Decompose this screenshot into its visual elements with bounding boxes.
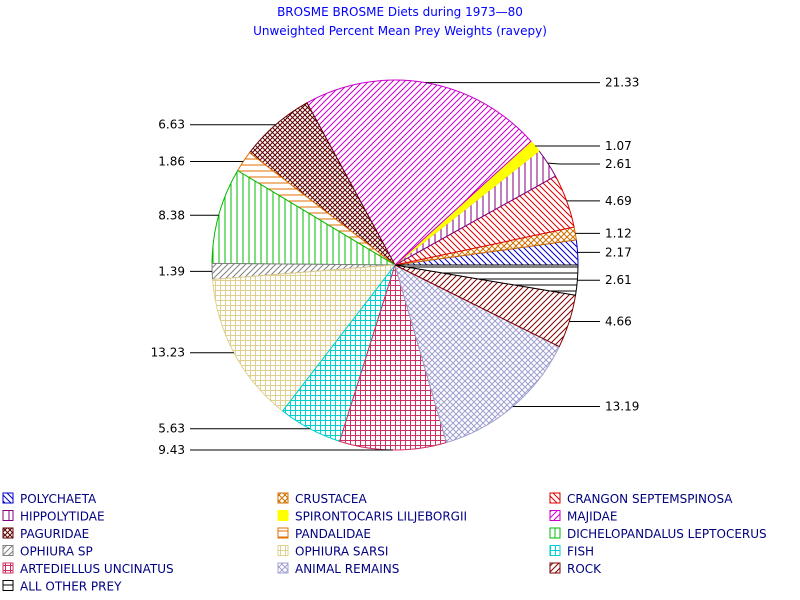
value-label-spirontocaris-liljeborgii: 1.07 <box>605 139 632 153</box>
legend-label-hippolytidae: HIPPOLYTIDAE <box>20 510 105 524</box>
legend-swatch-ophiura-sarsi <box>277 545 289 556</box>
legend-item-ophiura-sarsi: OPHIURA SARSI <box>277 545 388 559</box>
pie-slices <box>211 79 579 451</box>
legend-label-rock: ROCK <box>567 562 602 576</box>
legend-swatch-animal-remains <box>277 562 289 574</box>
legend-item-polychaeta: POLYCHAETA <box>2 492 97 506</box>
legend-label-pandalidae: PANDALIDAE <box>295 527 371 541</box>
value-label-paguridae: 6.63 <box>158 118 185 132</box>
legend-swatch-pandalidae <box>277 527 289 539</box>
legend-label-polychaeta: POLYCHAETA <box>20 492 97 506</box>
legend-item-spirontocaris-liljeborgii: SPIRONTOCARIS LILJEBORGII <box>277 510 467 524</box>
value-label-hippolytidae: 2.61 <box>605 157 632 171</box>
legend-label-crangon-septemspinosa: CRANGON SEPTEMSPINOSA <box>567 492 733 506</box>
value-label-dichelopandalus-leptocerus: 8.38 <box>158 208 185 222</box>
legend-label-crustacea: CRUSTACEA <box>295 492 367 506</box>
legend-label-dichelopandalus-leptocerus: DICHELOPANDALUS LEPTOCERUS <box>567 527 767 541</box>
legend-label-ophiura-sp: OPHIURA SP <box>20 545 93 559</box>
legend-item-animal-remains: ANIMAL REMAINS <box>277 562 399 576</box>
chart-title: BROSME BROSME Diets during 1973—80 <box>277 5 523 19</box>
legend-item-hippolytidae: HIPPOLYTIDAE <box>2 510 105 524</box>
legend: POLYCHAETA CRUSTACEA CRANGON SEPTEMSPINOSA… <box>2 492 767 594</box>
callout-line-hippolytidae <box>547 162 600 165</box>
legend-swatch-majidae <box>549 510 561 521</box>
legend-swatch-artediellus-uncinatus <box>2 562 14 574</box>
legend-item-pandalidae: PANDALIDAE <box>277 527 371 541</box>
legend-item-majidae: MAJIDAE <box>549 510 617 524</box>
pie-slice-dichelopandalus-leptocerus <box>211 169 397 266</box>
legend-item-rock: ROCK <box>549 562 602 576</box>
value-label-polychaeta: 2.17 <box>605 245 632 259</box>
value-label-rock: 4.66 <box>605 315 632 329</box>
value-label-artediellus-uncinatus: 9.43 <box>158 443 185 457</box>
legend-label-fish: FISH <box>567 545 594 559</box>
legend-item-dichelopandalus-leptocerus: DICHELOPANDALUS LEPTOCERUS <box>549 527 767 541</box>
value-label-crangon-septemspinosa: 4.69 <box>605 194 632 208</box>
legend-label-majidae: MAJIDAE <box>567 510 617 524</box>
legend-swatch-ophiura-sp <box>2 545 14 556</box>
legend-label-ophiura-sarsi: OPHIURA SARSI <box>295 545 388 559</box>
legend-label-artediellus-uncinatus: ARTEDIELLUS UNCINATUS <box>20 562 174 576</box>
legend-swatch-polychaeta <box>2 492 14 504</box>
legend-item-ophiura-sp: OPHIURA SP <box>2 545 93 559</box>
legend-swatch-spirontocaris-liljeborgii <box>277 510 289 521</box>
legend-label-all-other-prey: ALL OTHER PREY <box>20 580 122 594</box>
pie-callouts: 21.33 1.07 2.61 4.69 1.12 2.17 2.61 4.66 13.19 6.… <box>151 76 640 457</box>
value-label-pandalidae: 1.86 <box>158 154 185 168</box>
value-label-ophiura-sp: 1.39 <box>158 264 185 278</box>
value-label-all-other-prey: 2.61 <box>605 273 632 287</box>
legend-swatch-crangon-septemspinosa <box>549 492 561 504</box>
legend-swatch-dichelopandalus-leptocerus <box>549 527 561 539</box>
value-label-ophiura-sarsi: 13.23 <box>151 346 185 360</box>
legend-swatch-hippolytidae <box>2 510 14 521</box>
legend-item-paguridae: PAGURIDAE <box>2 527 89 541</box>
value-label-crustacea: 1.12 <box>605 226 632 240</box>
legend-swatch-all-other-prey <box>2 580 14 591</box>
legend-swatch-crustacea <box>277 492 289 504</box>
legend-label-spirontocaris-liljeborgii: SPIRONTOCARIS LILJEBORGII <box>295 510 467 524</box>
legend-item-crangon-septemspinosa: CRANGON SEPTEMSPINOSA <box>549 492 733 506</box>
legend-item-all-other-prey: ALL OTHER PREY <box>2 580 122 594</box>
legend-label-paguridae: PAGURIDAE <box>20 527 89 541</box>
legend-swatch-fish <box>549 545 561 556</box>
chart-subtitle: Unweighted Percent Mean Prey Weights (ra… <box>253 24 547 38</box>
value-label-animal-remains: 13.19 <box>605 400 639 414</box>
legend-swatch-paguridae <box>2 527 14 539</box>
legend-swatch-rock <box>549 562 561 574</box>
legend-item-crustacea: CRUSTACEA <box>277 492 367 506</box>
pie-slice-all-other-prey <box>394 264 579 296</box>
value-label-fish: 5.63 <box>158 422 185 436</box>
legend-label-animal-remains: ANIMAL REMAINS <box>295 562 399 576</box>
value-label-majidae: 21.33 <box>605 76 639 90</box>
legend-item-artediellus-uncinatus: ARTEDIELLUS UNCINATUS <box>2 562 174 576</box>
legend-item-fish: FISH <box>549 545 594 559</box>
